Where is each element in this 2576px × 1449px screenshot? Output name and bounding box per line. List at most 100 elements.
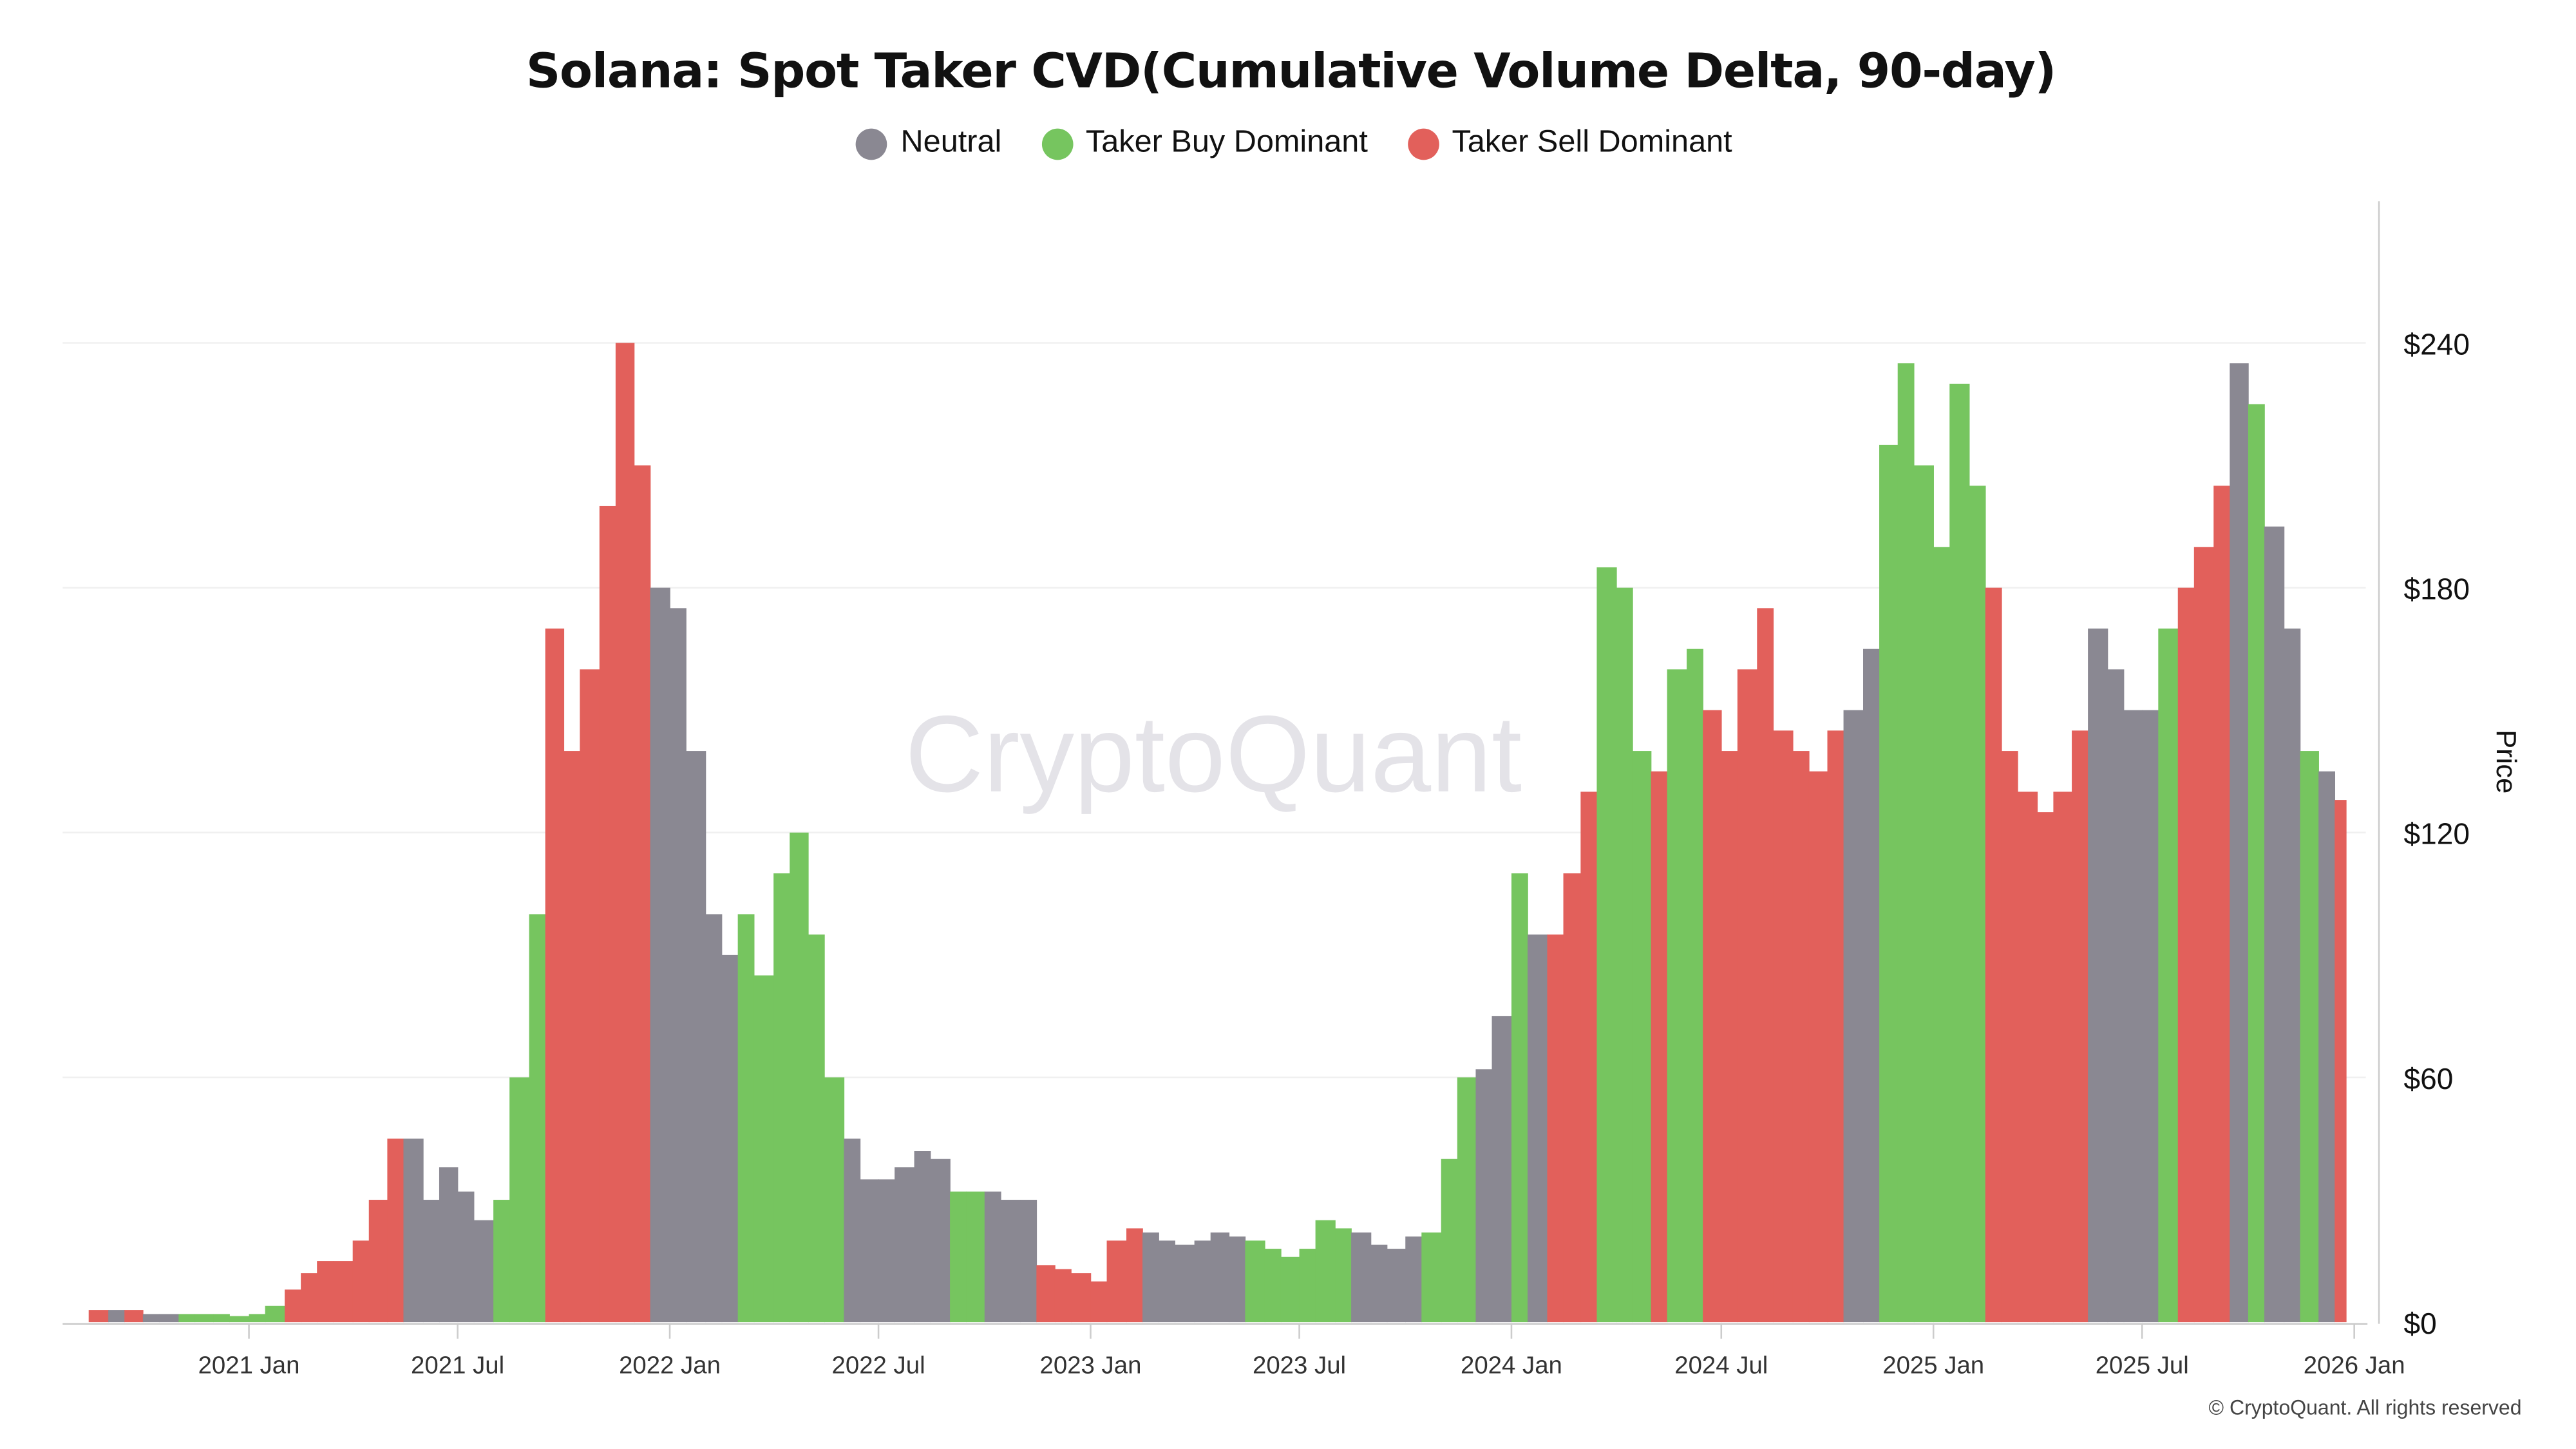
price-bar: [1737, 669, 1758, 1323]
price-bar: [580, 669, 600, 1323]
price-bar: [1245, 1240, 1265, 1323]
price-bar: [1969, 486, 1986, 1323]
price-bar: [705, 914, 723, 1323]
price-bar: [1792, 751, 1810, 1323]
price-bar: [670, 608, 687, 1323]
price-bar: [194, 1314, 214, 1323]
price-bar: [966, 1191, 985, 1323]
chart-title: Solana: Spot Taker CVD(Cumulative Volume…: [526, 43, 2057, 99]
x-tick-label: 2024 Jan: [1461, 1351, 1562, 1379]
price-bar: [1721, 751, 1738, 1323]
legend-item-taker-sell[interactable]: Taker Sell Dominant: [1407, 126, 1732, 162]
legend-label: Taker Buy Dominant: [1085, 125, 1368, 160]
price-bar: [1106, 1240, 1127, 1323]
price-bar: [1194, 1240, 1211, 1323]
y-tick-label: $240: [2403, 327, 2470, 361]
price-bar: [686, 751, 706, 1323]
price-bar: [229, 1316, 250, 1323]
price-bar: [914, 1151, 931, 1323]
watermark: CryptoQuant: [905, 693, 1522, 815]
price-bar: [1335, 1228, 1352, 1323]
x-tick-label: 2021 Jan: [198, 1351, 300, 1379]
price-bar: [2072, 730, 2088, 1323]
price-bar: [737, 914, 755, 1323]
price-bar: [285, 1289, 301, 1323]
price-bar: [1159, 1240, 1175, 1323]
price-bar: [1863, 649, 1880, 1323]
price-bar: [844, 1139, 861, 1323]
legend-item-taker-buy[interactable]: Taker Buy Dominant: [1041, 126, 1368, 162]
price-bar: [1492, 1016, 1512, 1323]
price-bar: [599, 506, 616, 1323]
price-bar: [1054, 1269, 1072, 1323]
price-bar: [1229, 1236, 1246, 1323]
price-bar: [1757, 608, 1774, 1323]
price-bar: [1387, 1249, 1406, 1323]
price-bar: [930, 1159, 951, 1323]
price-bar: [824, 1077, 845, 1323]
price-bar: [368, 1200, 388, 1323]
price-bar: [1351, 1232, 1372, 1323]
price-bar: [2017, 791, 2038, 1323]
price-bar: [878, 1179, 895, 1323]
x-tick-label: 2024 Jul: [1674, 1351, 1768, 1379]
price-bar: [1897, 363, 1915, 1323]
price-bar: [1441, 1159, 1458, 1323]
price-bar: [1808, 771, 1828, 1323]
price-bar: [1687, 649, 1703, 1323]
price-bar: [2142, 710, 2159, 1323]
price-bar: [88, 1310, 109, 1323]
price-bar: [1528, 934, 1548, 1323]
x-tick-label: 2021 Jul: [411, 1351, 504, 1379]
price-bar: [301, 1273, 317, 1323]
price-bar: [1651, 771, 1668, 1323]
price-bar: [265, 1305, 285, 1323]
price-bar: [2213, 486, 2231, 1323]
price-bar: [1264, 1249, 1282, 1323]
price-bar: [457, 1191, 475, 1323]
price-bar: [2318, 771, 2336, 1323]
price-bar: [1142, 1232, 1159, 1323]
legend-swatch: [1407, 128, 1439, 160]
price-bar: [895, 1167, 915, 1323]
price-bar: [1563, 873, 1582, 1323]
price-bar: [473, 1220, 494, 1323]
price-bar: [124, 1310, 144, 1323]
x-tick-label: 2025 Jul: [2096, 1351, 2189, 1379]
legend-item-neutral[interactable]: Neutral: [856, 126, 1001, 162]
price-bar: [1421, 1232, 1442, 1323]
price-bar: [333, 1261, 354, 1323]
price-bar: [352, 1240, 370, 1323]
price-bar: [1315, 1220, 1336, 1323]
price-bar: [403, 1139, 424, 1323]
price-bar: [1843, 710, 1864, 1323]
price-bar: [1879, 444, 1899, 1323]
price-bar: [2300, 751, 2319, 1323]
price-bar: [753, 975, 774, 1323]
price-bar: [2284, 629, 2301, 1323]
price-bar: [2123, 710, 2143, 1323]
price-bar: [721, 954, 739, 1323]
legend-swatch: [856, 128, 888, 160]
legend-label: Taker Sell Dominant: [1452, 125, 1732, 160]
price-bar: [1596, 567, 1617, 1323]
y-axis-title: Price: [2490, 730, 2522, 794]
price-bar: [1949, 383, 1970, 1323]
x-tick-label: 2022 Jan: [619, 1351, 721, 1379]
price-bar: [387, 1139, 404, 1323]
price-bar: [808, 934, 825, 1323]
price-bar: [529, 914, 546, 1323]
price-bar: [1475, 1069, 1493, 1323]
price-bar: [1280, 1256, 1300, 1323]
price-bar: [1036, 1265, 1056, 1323]
x-tick-label: 2026 Jan: [2304, 1351, 2405, 1379]
price-bar: [1913, 465, 1934, 1323]
price-bar: [1933, 547, 1951, 1323]
price-bar: [1773, 730, 1794, 1323]
legend-swatch: [1041, 128, 1073, 160]
price-bar: [1547, 934, 1564, 1323]
price-bar: [1071, 1273, 1092, 1323]
price-bar: [1616, 587, 1633, 1323]
price-bar: [860, 1179, 879, 1323]
